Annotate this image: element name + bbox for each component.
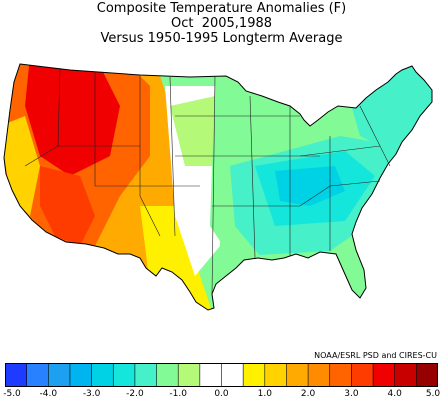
- color-scale-swatch: [5, 363, 27, 387]
- color-scale-labels: -5.0 -4.0 -3.0 -2.0 -1.0 0.0 1.0 2.0 3.0 4.0 5.0: [0, 389, 443, 400]
- color-scale-tick-label: -3.0: [82, 389, 101, 399]
- credit-text: NOAA/ESRL PSD and CIRES-CU: [314, 351, 437, 360]
- color-scale-swatch: [373, 363, 395, 387]
- color-scale-tick-label: 2.0: [300, 389, 316, 399]
- anomaly-shading: [4, 64, 432, 310]
- us-anomaly-map: [3, 63, 433, 311]
- color-scale-swatch: [178, 363, 201, 387]
- color-scale-tick-label: -1.0: [169, 389, 187, 399]
- color-scale-outline: [5, 363, 438, 387]
- color-scale-tick-label: 0.0: [214, 389, 229, 399]
- color-scale-swatch: [351, 363, 374, 387]
- color-scale-swatch: [243, 363, 266, 387]
- color-scale-tick-label: 5.0: [425, 389, 441, 399]
- color-scale-tick-label: 4.0: [387, 389, 402, 399]
- color-scale-bar: [5, 363, 438, 387]
- map-subtitle: Oct 2005,1988: [170, 16, 273, 31]
- color-scale-swatch: [91, 363, 114, 387]
- color-scale-tick-label: -5.0: [3, 389, 21, 399]
- color-scale-tick-label: 3.0: [344, 389, 359, 399]
- color-scale-tick-label: -2.0: [126, 389, 144, 399]
- color-scale-swatch: [394, 363, 417, 387]
- color-scale-tick-label: -4.0: [39, 389, 58, 399]
- color-scale-swatch: [416, 363, 438, 387]
- color-scale-swatch: [113, 363, 136, 387]
- us-outline: [3, 63, 433, 311]
- color-scale-swatch: [26, 363, 49, 387]
- color-scale-swatch: [286, 363, 309, 387]
- color-scale-tick-label: 1.0: [257, 389, 272, 399]
- color-scale-swatch: [221, 363, 244, 387]
- color-scale-swatch: [134, 363, 157, 387]
- color-scale-swatch: [69, 363, 92, 387]
- color-scale-swatch: [48, 363, 71, 387]
- map-title: Composite Temperature Anomalies (F): [96, 1, 347, 16]
- map-caption: Versus 1950-1995 Longterm Average: [100, 31, 343, 46]
- color-scale-swatch: [264, 363, 287, 387]
- state-boundaries: [24, 67, 391, 295]
- color-scale-swatch: [329, 363, 352, 387]
- color-scale-swatch: [199, 363, 222, 387]
- color-scale-swatch: [156, 363, 179, 387]
- color-scale-swatch: [308, 363, 331, 387]
